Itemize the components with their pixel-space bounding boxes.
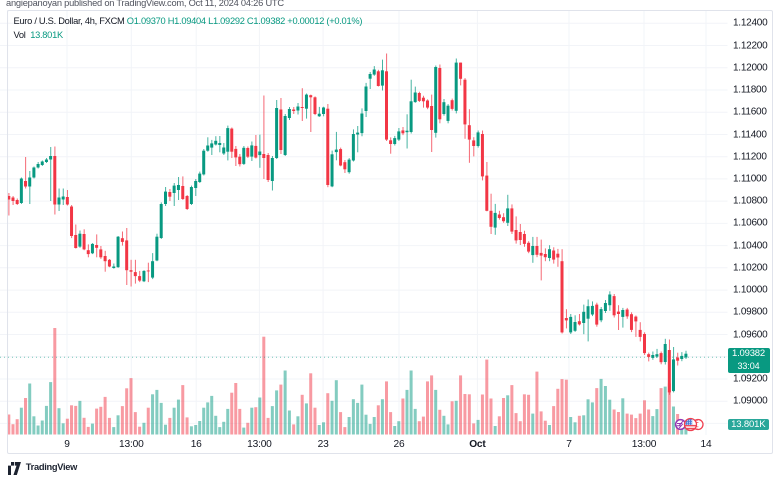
svg-text:TradingView: TradingView — [25, 462, 77, 472]
